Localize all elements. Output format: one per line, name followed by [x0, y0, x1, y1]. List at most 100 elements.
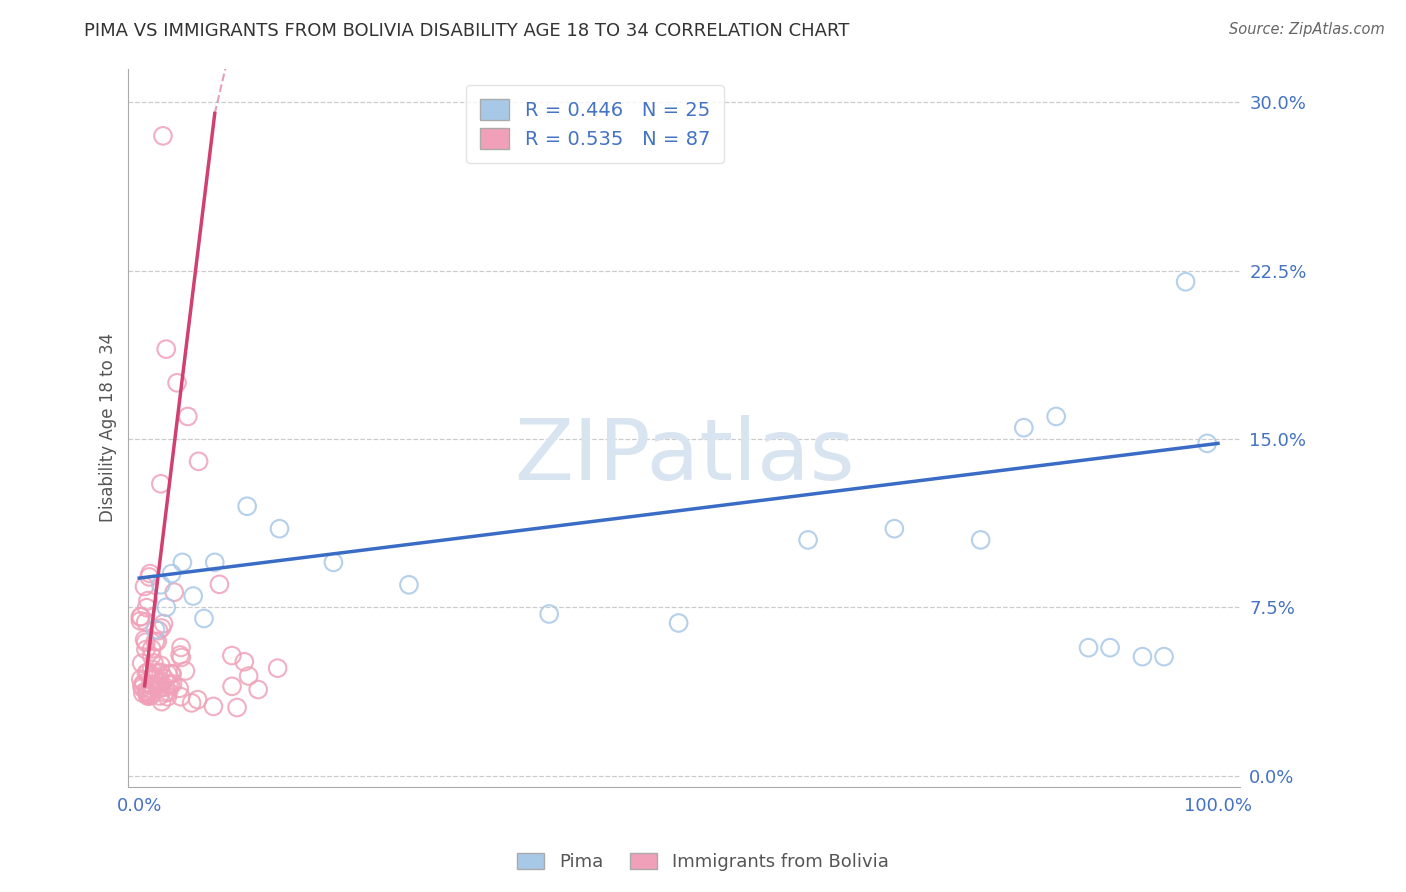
Point [156, 690, 179, 704]
Point [132, 676, 155, 690]
Point [141, 687, 163, 701]
Point [247, 682, 270, 697]
Point [538, 607, 561, 621]
Point [1174, 275, 1197, 289]
Point [146, 634, 169, 648]
Point [143, 671, 166, 685]
Point [1099, 640, 1122, 655]
Point [139, 566, 162, 581]
Point [238, 669, 260, 683]
Point [136, 686, 159, 700]
Point [157, 685, 180, 699]
Point [129, 610, 152, 624]
Point [129, 614, 152, 628]
Point [132, 686, 155, 700]
Point [131, 657, 153, 671]
Point [150, 665, 173, 680]
Point [160, 566, 183, 581]
Point [148, 624, 170, 638]
Point [269, 522, 291, 536]
Point [129, 673, 152, 687]
Point [139, 681, 162, 696]
Point [155, 686, 177, 700]
Point [155, 600, 177, 615]
Point [148, 681, 170, 696]
Point [135, 635, 157, 649]
Point [145, 623, 167, 637]
Point [193, 611, 215, 625]
Y-axis label: Disability Age 18 to 34: Disability Age 18 to 34 [100, 333, 117, 522]
Point [266, 661, 288, 675]
Point [135, 684, 157, 698]
Point [135, 600, 157, 615]
Point [398, 578, 420, 592]
Point [170, 640, 193, 655]
Point [226, 700, 249, 714]
Point [169, 648, 191, 662]
Point [141, 679, 163, 693]
Legend: Pima, Immigrants from Bolivia: Pima, Immigrants from Bolivia [510, 846, 896, 879]
Text: ZIPatlas: ZIPatlas [513, 415, 855, 498]
Point [668, 615, 690, 630]
Point [149, 658, 172, 673]
Point [136, 593, 159, 607]
Point [131, 679, 153, 693]
Point [236, 500, 259, 514]
Point [141, 649, 163, 664]
Text: PIMA VS IMMIGRANTS FROM BOLIVIA DISABILITY AGE 18 TO 34 CORRELATION CHART: PIMA VS IMMIGRANTS FROM BOLIVIA DISABILI… [84, 22, 849, 40]
Point [148, 689, 170, 703]
Point [187, 692, 209, 706]
Point [174, 664, 197, 678]
Point [134, 632, 156, 647]
Point [883, 522, 905, 536]
Point [150, 621, 173, 635]
Point [177, 409, 200, 424]
Point [160, 666, 183, 681]
Point [129, 609, 152, 624]
Point [150, 695, 173, 709]
Point [136, 665, 159, 680]
Point [152, 128, 174, 143]
Point [170, 690, 193, 704]
Point [157, 677, 180, 691]
Point [149, 681, 172, 695]
Point [1012, 420, 1035, 434]
Text: Source: ZipAtlas.com: Source: ZipAtlas.com [1229, 22, 1385, 37]
Point [204, 555, 226, 569]
Point [187, 454, 209, 468]
Point [134, 580, 156, 594]
Point [143, 656, 166, 670]
Point [233, 655, 256, 669]
Point [969, 533, 991, 547]
Point [162, 677, 184, 691]
Point [159, 678, 181, 692]
Point [149, 476, 172, 491]
Point [155, 342, 177, 356]
Point [139, 677, 162, 691]
Point [142, 668, 165, 682]
Point [149, 578, 172, 592]
Point [153, 671, 176, 685]
Legend: R = 0.446   N = 25, R = 0.535   N = 87: R = 0.446 N = 25, R = 0.535 N = 87 [467, 86, 724, 163]
Point [139, 689, 162, 703]
Point [202, 699, 225, 714]
Point [139, 683, 162, 698]
Point [135, 666, 157, 681]
Point [170, 650, 193, 665]
Point [1045, 409, 1067, 424]
Point [166, 376, 188, 390]
Point [163, 585, 186, 599]
Point [1197, 436, 1219, 450]
Point [1132, 649, 1154, 664]
Point [160, 666, 183, 681]
Point [136, 686, 159, 700]
Point [172, 555, 194, 569]
Point [180, 696, 202, 710]
Point [167, 681, 190, 696]
Point [136, 688, 159, 702]
Point [143, 634, 166, 648]
Point [149, 674, 172, 689]
Point [148, 665, 170, 680]
Point [1153, 649, 1175, 664]
Point [141, 641, 163, 656]
